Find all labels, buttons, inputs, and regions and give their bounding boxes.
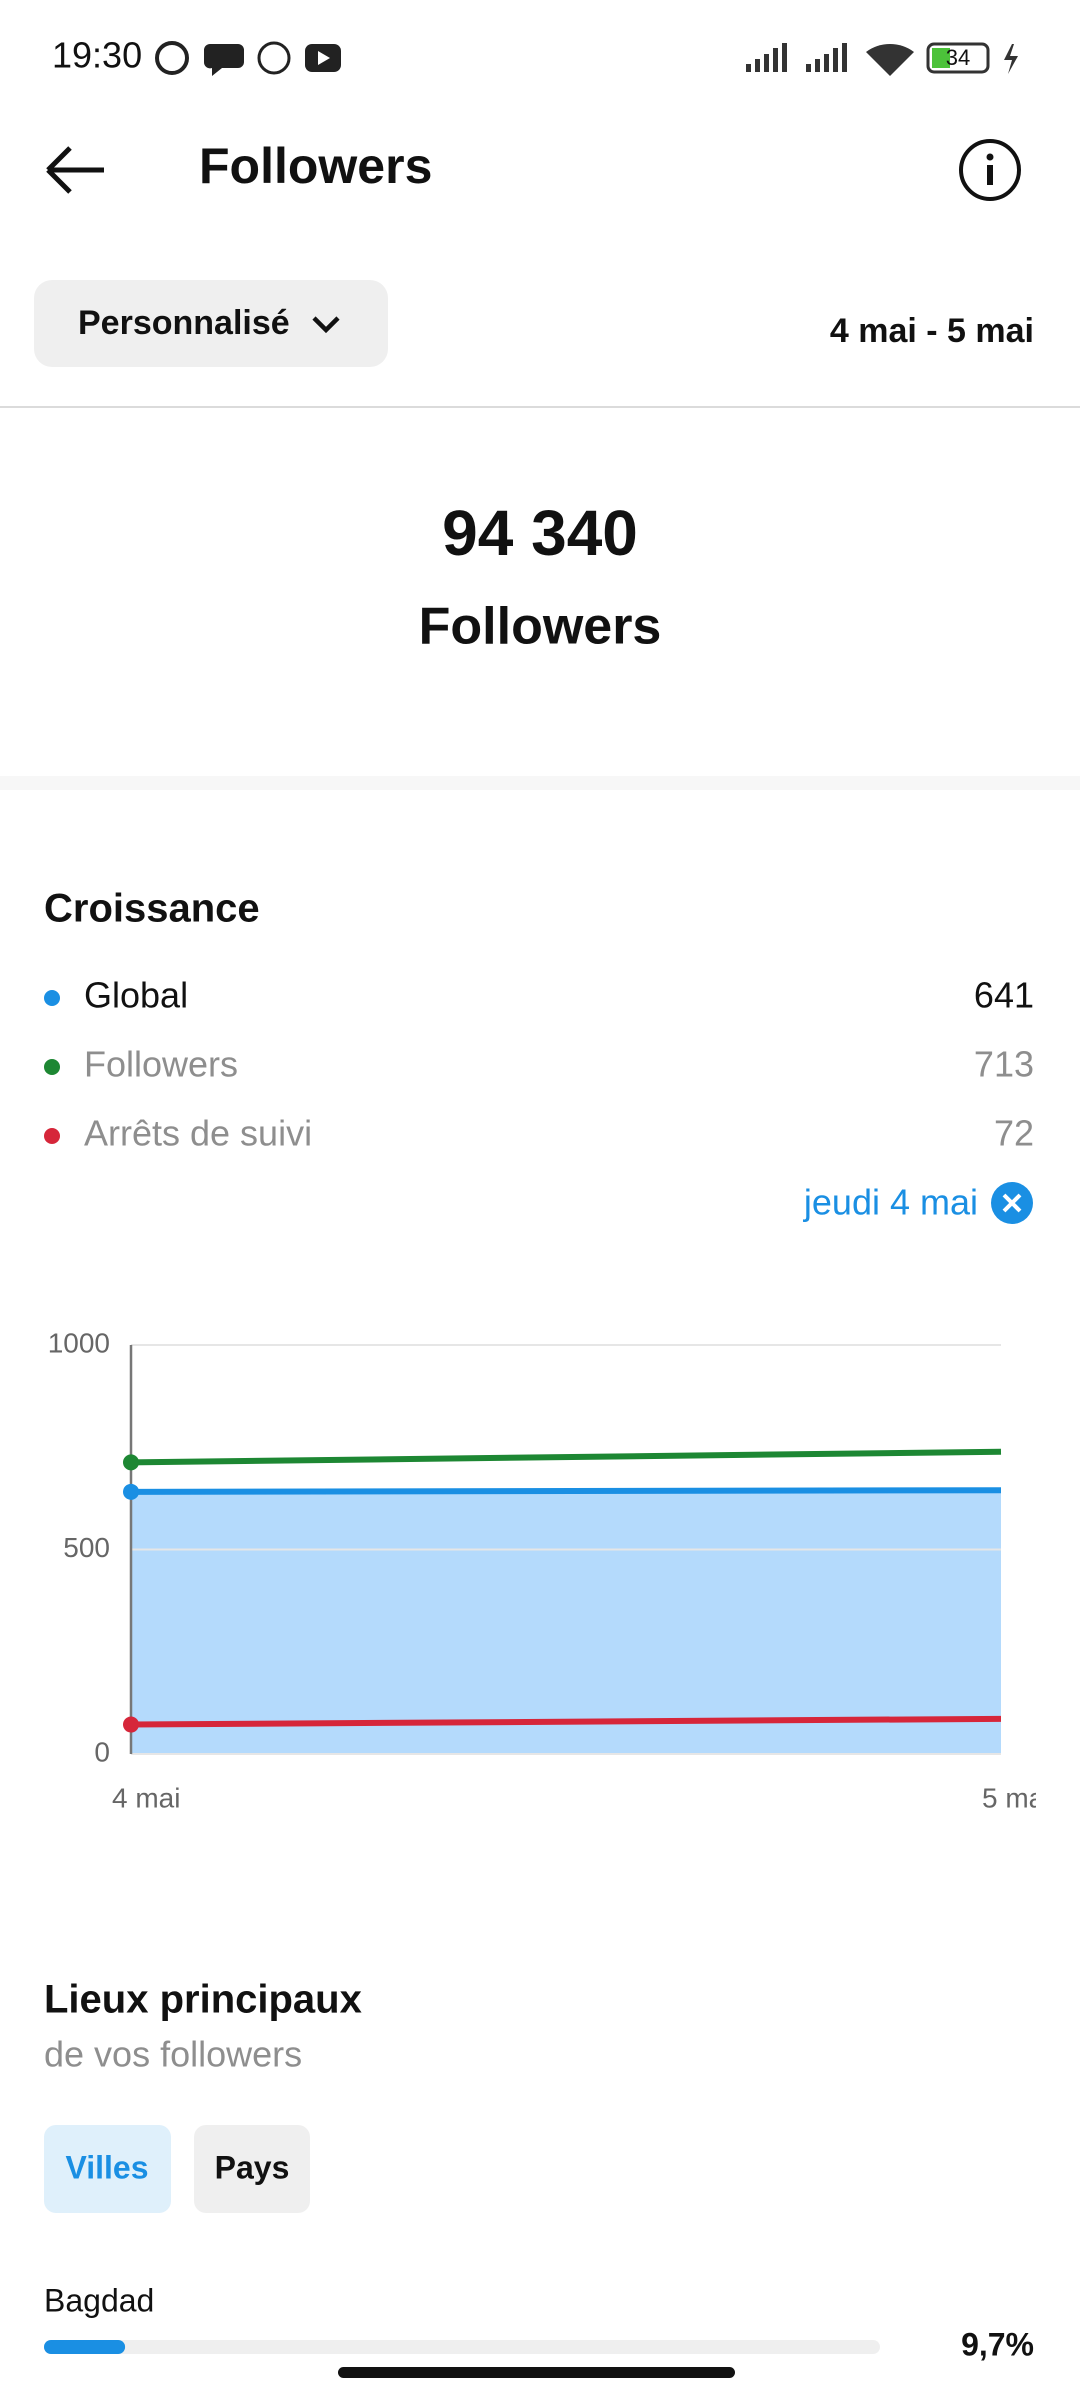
section-divider [0, 776, 1080, 790]
legend-dot [44, 990, 60, 1006]
wifi-icon [866, 43, 914, 76]
charging-icon [1004, 44, 1018, 74]
location-percent: 9,7% [961, 2326, 1034, 2362]
chevron [312, 316, 340, 334]
clear-selection[interactable] [991, 1182, 1033, 1224]
selected-point [123, 1454, 139, 1471]
selected-date: jeudi 4 mai [803, 1182, 978, 1223]
y-tick-label: 500 [63, 1532, 110, 1563]
range-button-label: Personnalisé [78, 304, 290, 342]
section-title: Croissance [44, 887, 260, 931]
youtube-play [318, 51, 330, 65]
selected-point [123, 1716, 139, 1733]
message-icon [203, 44, 244, 76]
y-tick-label: 1000 [48, 1327, 110, 1358]
follower-label: Followers [419, 598, 662, 656]
line [130, 1715, 1002, 1728]
signal-icons [746, 43, 847, 72]
legend-name: Arrêts de suivi [84, 1113, 312, 1154]
line [130, 1448, 1002, 1466]
tab-label: Villes [65, 2149, 148, 2185]
back-button[interactable] [46, 146, 104, 194]
section-subtitle: de vos followers [44, 2034, 302, 2075]
growth-chart: Global 641 Followers 713 Arrêts de suivi 72 0 5… [44, 975, 1050, 1813]
x-tick-label: 4 mai [112, 1782, 180, 1813]
info-button[interactable] [959, 139, 1021, 201]
bar-track [44, 2340, 880, 2354]
section-title: Lieux principaux [44, 1978, 362, 2022]
legend-value: 72 [994, 1113, 1034, 1154]
battery-outline [926, 42, 990, 74]
tab[interactable] [194, 2125, 310, 2213]
y-tick-label: 0 [94, 1736, 110, 1767]
range-button[interactable] [34, 280, 388, 367]
follower-count: 94 340 [442, 497, 638, 569]
home-indicator [338, 2367, 735, 2378]
tab-active[interactable] [44, 2125, 171, 2213]
tab-label: Pays [215, 2149, 290, 2185]
legend-value: 641 [974, 975, 1034, 1016]
page-title: Followers [199, 138, 432, 194]
legend-dot [44, 1128, 60, 1144]
app-icon [257, 41, 291, 75]
battery-text: 34 [946, 45, 970, 70]
bar [44, 2340, 126, 2354]
legend-value: 713 [974, 1044, 1034, 1085]
location-rows: Bagdad 9,7% [44, 2282, 1034, 2362]
date-range: 4 mai - 5 mai [830, 312, 1034, 350]
battery-level [932, 48, 950, 68]
alarm-icon [155, 41, 189, 75]
line [130, 1487, 1002, 1495]
legend-name: Followers [84, 1044, 238, 1085]
legend-name: Global [84, 975, 188, 1016]
selected-point [123, 1483, 139, 1500]
x-labels: 4 mai 5 mai [112, 1782, 1050, 1813]
legend-dot [44, 1059, 60, 1075]
divider [0, 406, 1080, 408]
x-tick-label: 5 mai [982, 1782, 1050, 1813]
area [131, 1490, 1001, 1754]
status-time: 19:30 [52, 35, 142, 76]
location-name: Bagdad [44, 2282, 154, 2318]
